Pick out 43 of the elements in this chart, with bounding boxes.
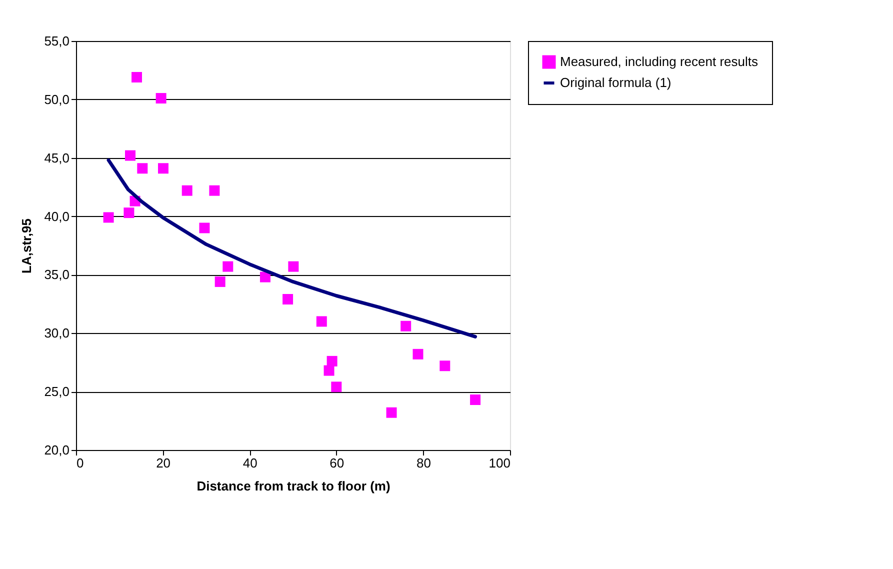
point [331,382,342,392]
point [326,356,338,366]
y-tick-label: 30,0 [44,326,70,341]
point [260,272,270,282]
y-tick-label: 35,0 [44,267,70,282]
legend-label: Original formula (1) [560,75,672,90]
x-axis-title: Distance from track to floor (m) [196,478,390,494]
point [214,276,226,287]
y-tick-label: 45,0 [44,150,70,166]
x-tick-label: 60 [330,456,344,470]
point [288,261,299,272]
y-tick-label: 25,0 [44,384,70,400]
point [316,316,327,327]
line-series [106,158,478,338]
point [137,163,148,174]
legend-label: Measured, including recent results [560,54,758,69]
point [103,212,114,223]
point [400,320,412,332]
x-tick-label: 80 [416,456,431,470]
point [132,72,142,82]
y-tick-label: 55,0 [44,34,70,48]
point [158,163,168,174]
x-tick-label: 20 [156,456,171,470]
point [412,348,424,360]
point [282,294,294,304]
point [182,185,192,196]
point [222,261,234,272]
point [124,208,134,218]
point [324,365,334,376]
y-axis-title: LA,str,95 [19,218,34,274]
point [440,360,450,372]
x-tick-label: 0 [76,456,84,470]
point [156,93,166,104]
y-tick-label: 20,0 [44,442,70,458]
y-tick-label: 40,0 [44,208,70,224]
y-tick-label: 50,0 [44,92,70,107]
point [199,222,210,234]
x-tick-label: 40 [242,456,258,470]
point [209,185,220,196]
point [386,407,397,418]
x-tick-label: 100 [488,456,510,470]
point [470,394,481,405]
point [125,150,136,161]
